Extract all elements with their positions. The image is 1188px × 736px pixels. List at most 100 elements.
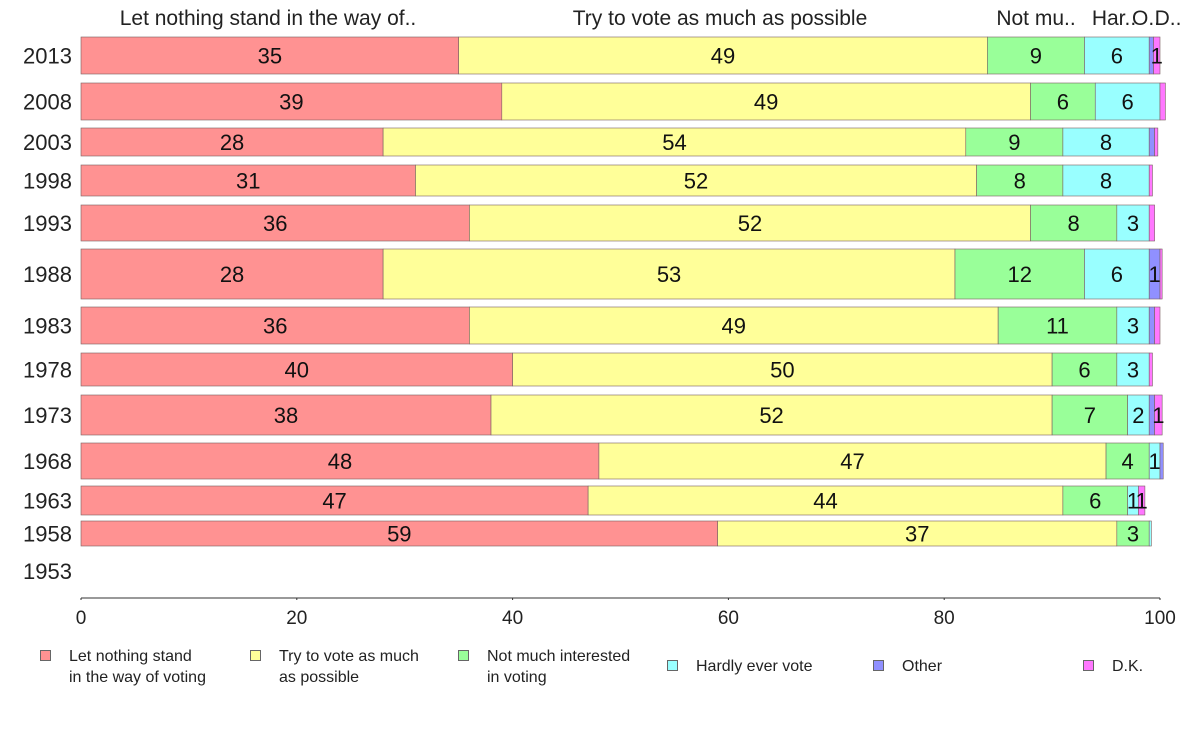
bar-segment xyxy=(490,394,1053,436)
data-label: 44 xyxy=(813,489,837,514)
data-label: 6 xyxy=(1111,262,1123,287)
data-label: 28 xyxy=(220,130,244,155)
data-label: 8 xyxy=(1100,169,1112,194)
bar-segment xyxy=(1116,352,1150,387)
bar-segment xyxy=(382,127,967,157)
data-label: 49 xyxy=(754,90,778,115)
legend-swatch xyxy=(250,650,261,661)
category-label: 1978 xyxy=(23,358,72,383)
bar-segment xyxy=(80,164,416,197)
bar-segment xyxy=(976,164,1064,197)
data-label: 52 xyxy=(759,403,783,428)
data-label: 6 xyxy=(1122,90,1134,115)
data-label: 9 xyxy=(1008,130,1020,155)
series-header-label: D.. xyxy=(1155,7,1182,30)
bar-segment xyxy=(1105,442,1150,480)
bar-segment xyxy=(1153,36,1161,75)
legend-label: Let nothing stand in the way of voting xyxy=(69,648,206,686)
bar-segment xyxy=(1062,485,1128,516)
bar-segment xyxy=(1154,394,1163,436)
bar-segment xyxy=(80,82,503,121)
data-label: 8 xyxy=(1100,130,1112,155)
bar-segment xyxy=(80,520,718,547)
bar-segment xyxy=(1159,248,1163,300)
series-header-label: Har.. xyxy=(1092,7,1136,30)
data-label: 48 xyxy=(328,449,352,474)
data-label: 9 xyxy=(1030,44,1042,69)
bar-segment xyxy=(80,204,470,242)
bar-segment xyxy=(1062,164,1150,197)
series-header-label: O.. xyxy=(1132,7,1160,30)
bar-segment xyxy=(512,352,1053,387)
bar-segment xyxy=(1148,520,1152,547)
data-label: 31 xyxy=(236,169,260,194)
legend-item: Not much interested in voting xyxy=(458,646,630,688)
data-label: 3 xyxy=(1127,522,1139,547)
category-label: 2008 xyxy=(23,90,72,115)
bar-segment xyxy=(1051,352,1118,387)
bar-segment xyxy=(598,442,1107,480)
data-label: 50 xyxy=(770,358,794,383)
bar-segment xyxy=(1154,127,1159,157)
category-label: 1968 xyxy=(23,449,72,474)
bar-segment xyxy=(1116,306,1150,345)
bar-segment xyxy=(1116,520,1150,547)
bar-segment xyxy=(1148,306,1155,345)
legend-item: Hardly ever vote xyxy=(667,656,813,677)
data-label: 1 xyxy=(1148,262,1160,287)
legend-swatch xyxy=(667,660,678,671)
bar-segment xyxy=(1148,164,1153,197)
legend: Let nothing stand in the way of voting Tr… xyxy=(0,640,1188,700)
data-label: 3 xyxy=(1127,358,1139,383)
bar-segment xyxy=(1159,442,1164,480)
data-label: 12 xyxy=(1007,262,1031,287)
legend-swatch xyxy=(1083,660,1094,671)
legend-item: Try to vote as much as possible xyxy=(250,646,419,688)
category-label: 1963 xyxy=(23,489,72,514)
bar-segment xyxy=(1148,204,1155,242)
data-label: 40 xyxy=(285,358,309,383)
data-label: 52 xyxy=(684,169,708,194)
legend-label: Hardly ever vote xyxy=(696,658,813,675)
category-label: 1998 xyxy=(23,169,72,194)
data-label: 54 xyxy=(662,130,686,155)
bar-segment xyxy=(1030,204,1118,242)
category-label: 1988 xyxy=(23,262,72,287)
data-label: 47 xyxy=(322,489,346,514)
stacked-bar-chart: Let nothing stand in the way of.. Try to … xyxy=(23,7,1182,600)
data-label: 53 xyxy=(657,262,681,287)
category-label: 1983 xyxy=(23,314,72,339)
data-label: 37 xyxy=(905,522,929,547)
legend-item: Other xyxy=(873,656,942,677)
legend-item: Let nothing stand in the way of voting xyxy=(40,646,206,688)
legend-swatch xyxy=(873,660,884,671)
legend-item: D.K. xyxy=(1083,656,1143,677)
data-label: 2 xyxy=(1132,403,1144,428)
bar-segment xyxy=(1116,204,1150,242)
x-tick-label: 80 xyxy=(933,608,955,629)
bar-segment xyxy=(954,248,1085,300)
legend-label: Not much interested in voting xyxy=(487,648,631,686)
data-label: 4 xyxy=(1122,449,1134,474)
data-label: 7 xyxy=(1084,403,1096,428)
bar-segment xyxy=(1148,127,1155,157)
data-label: 6 xyxy=(1057,90,1069,115)
data-label: 38 xyxy=(274,403,298,428)
data-label: 36 xyxy=(263,314,287,339)
data-label: 1 xyxy=(1151,44,1163,69)
bar-segment xyxy=(1159,82,1166,121)
x-tick-label: 0 xyxy=(75,608,87,629)
data-label: 8 xyxy=(1014,169,1026,194)
data-label: 28 xyxy=(220,262,244,287)
category-label: 1993 xyxy=(23,211,72,236)
bar-segment xyxy=(80,248,384,300)
series-header-label: Let nothing stand in the way of.. xyxy=(120,7,417,30)
bar-segment xyxy=(1154,306,1161,345)
data-label: 6 xyxy=(1089,489,1101,514)
data-label: 36 xyxy=(263,211,287,236)
bar-segment xyxy=(80,127,384,157)
category-label: 1973 xyxy=(23,403,72,428)
data-label: 11 xyxy=(1046,314,1069,339)
bar-segment xyxy=(1084,248,1150,300)
bar-segment xyxy=(80,485,589,516)
